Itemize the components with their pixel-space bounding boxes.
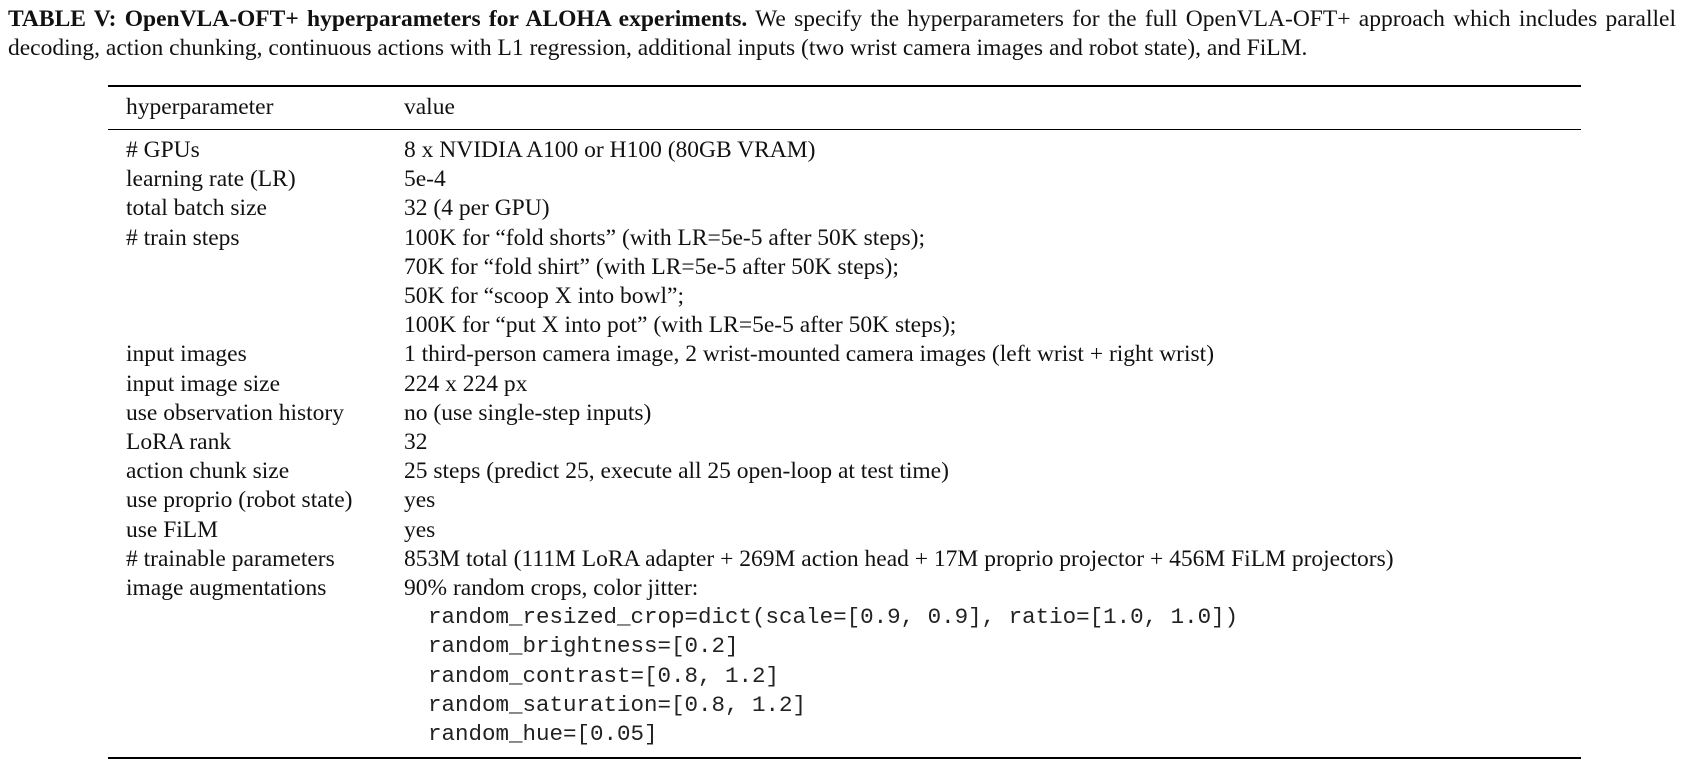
param-name-cell: input images — [126, 341, 247, 368]
value-line: 1 third-person camera image, 2 wrist-mou… — [404, 341, 1215, 368]
param-name-cell: # GPUs — [126, 137, 200, 163]
param-value-cell: 90% random crops, color jitter: random_re… — [404, 574, 1581, 749]
value-line: 224 x 224 px — [404, 370, 528, 397]
value-line: 25 steps (predict 25, execute all 25 ope… — [404, 458, 949, 485]
param-value-cell: 224 x 224 px — [404, 370, 1581, 399]
table-row: use proprio (robot state) yes — [108, 486, 1581, 515]
table-row: use FiLM yes — [108, 516, 1581, 545]
value-line: yes — [404, 516, 436, 543]
param-value-cell: 32 (4 per GPU) — [404, 194, 1581, 223]
code-line: random_saturation=[0.8, 1.2] — [428, 691, 807, 718]
code-line: random_resized_crop=dict(scale=[0.9, 0.9… — [428, 604, 1239, 631]
code-line: random_hue=[0.05] — [428, 721, 658, 748]
param-value-cell: 8 x NVIDIA A100 or H100 (80GB VRAM) — [404, 136, 1581, 165]
value-line: 8 x NVIDIA A100 or H100 (80GB VRAM) — [404, 137, 816, 163]
param-value-cell: yes — [404, 516, 1581, 545]
table-row: action chunk size 25 steps (predict 25, e… — [108, 457, 1581, 486]
value-line: no (use single-step inputs) — [404, 399, 652, 426]
value-line: 100K for “fold shorts” (with LR=5e-5 aft… — [404, 224, 925, 251]
value-line: yes — [404, 487, 436, 514]
value-line: 32 (4 per GPU) — [404, 195, 550, 222]
bottom-rule — [108, 757, 1581, 760]
param-name-cell: input image size — [126, 370, 281, 397]
top-rule — [108, 85, 1581, 87]
param-name-cell: use observation history — [126, 399, 344, 426]
caption-text: We specify the hyperparameters for the f… — [8, 6, 1676, 61]
table-row: # train steps 100K for “fold shorts” (wit… — [108, 224, 1581, 341]
param-value-cell: 32 — [404, 428, 1581, 457]
param-name-cell: image augmentations — [126, 575, 327, 602]
value-line: 70K for “fold shirt” (with LR=5e-5 after… — [404, 253, 899, 280]
table-row: use observation history no (use single-st… — [108, 399, 1581, 428]
table-body: # GPUs 8 x NVIDIA A100 or H100 (80GB VRAM… — [108, 130, 1581, 749]
code-line: random_brightness=[0.2] — [428, 633, 739, 660]
param-name-cell: learning rate (LR) — [126, 166, 296, 193]
table-row: # trainable parameters 853M total (111M L… — [108, 545, 1581, 574]
table-row: input images 1 third-person camera image,… — [108, 340, 1581, 369]
value-line: 5e-4 — [404, 166, 446, 193]
param-name-cell: # trainable parameters — [126, 545, 335, 572]
param-value-cell: yes — [404, 486, 1581, 515]
param-name-cell: use proprio (robot state) — [126, 487, 353, 514]
table-row: image augmentations 90% random crops, col… — [108, 574, 1581, 749]
header-value: value — [404, 94, 455, 121]
param-value-cell: 5e-4 — [404, 165, 1581, 194]
param-value-cell: 25 steps (predict 25, execute all 25 ope… — [404, 457, 1581, 486]
value-line: 90% random crops, color jitter: — [404, 575, 699, 602]
value-line: 32 — [404, 429, 428, 456]
param-name-cell: use FiLM — [126, 516, 219, 543]
value-line: 853M total (111M LoRA adapter + 269M act… — [404, 545, 1394, 572]
param-name-cell: LoRA rank — [126, 429, 232, 456]
param-value-cell: 100K for “fold shorts” (with LR=5e-5 aft… — [404, 224, 1581, 341]
param-name-cell: # train steps — [126, 224, 240, 251]
table-row: total batch size 32 (4 per GPU) — [108, 194, 1581, 223]
table-row: LoRA rank 32 — [108, 428, 1581, 457]
param-name-cell: action chunk size — [126, 458, 290, 485]
value-line: 100K for “put X into pot” (with LR=5e-5 … — [404, 312, 957, 339]
caption-label: TABLE V: OpenVLA-OFT+ hyperparameters fo… — [8, 6, 748, 32]
table-row: # GPUs 8 x NVIDIA A100 or H100 (80GB VRAM… — [108, 136, 1581, 165]
param-name-cell: total batch size — [126, 195, 267, 222]
value-line: 50K for “scoop X into bowl”; — [404, 283, 684, 310]
param-value-cell: no (use single-step inputs) — [404, 399, 1581, 428]
table-row: input image size 224 x 224 px — [108, 370, 1581, 399]
param-value-cell: 1 third-person camera image, 2 wrist-mou… — [404, 340, 1581, 369]
hyperparameter-table: hyperparameter value # GPUs 8 x NVIDIA A1… — [108, 85, 1581, 760]
header-hyperparameter: hyperparameter — [126, 94, 274, 121]
header-rule — [108, 129, 1581, 130]
table-caption: TABLE V: OpenVLA-OFT+ hyperparameters fo… — [8, 5, 1676, 63]
code-line: random_contrast=[0.8, 1.2] — [428, 662, 780, 689]
param-value-cell: 853M total (111M LoRA adapter + 269M act… — [404, 545, 1581, 574]
table-row: learning rate (LR) 5e-4 — [108, 165, 1581, 194]
